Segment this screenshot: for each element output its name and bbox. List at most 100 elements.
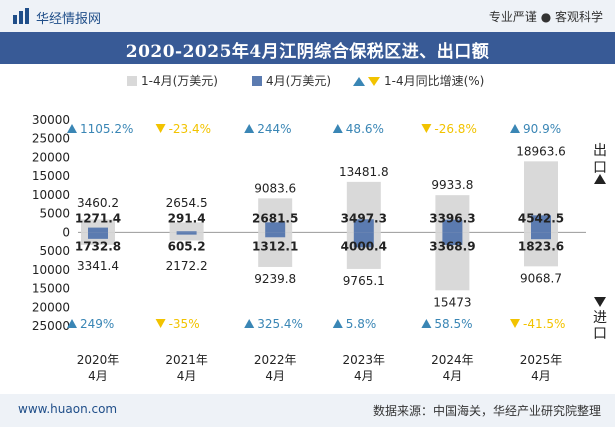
import-cumulative-label: 9068.7 (520, 271, 562, 285)
y-tick-label: 5000 (39, 244, 70, 258)
import-monthly-bar (88, 232, 108, 239)
y-tick-label: 10000 (32, 188, 70, 202)
import-monthly-bar (176, 232, 197, 235)
import-growth-label: 58.5% (434, 317, 472, 331)
x-category-label: 4月 (88, 369, 108, 383)
export-growth-label: 244% (257, 122, 291, 136)
export-monthly-label: 3396.3 (429, 211, 475, 225)
x-category-label: 2025年 (520, 353, 563, 367)
y-tick-label: 15000 (32, 169, 70, 183)
legend-growth-label: 1-4月同比增速(%) (384, 74, 484, 88)
export-side-label-char: 出 (593, 143, 607, 159)
import-growth-label: 249% (80, 317, 114, 331)
import-monthly-bar (442, 232, 463, 245)
export-cumulative-label: 9933.8 (431, 178, 473, 192)
export-growth-up-triangle (244, 124, 255, 133)
y-tick-label: 25000 (32, 319, 70, 333)
export-monthly-label: 291.4 (168, 211, 206, 225)
export-monthly-label: 1271.4 (75, 211, 121, 225)
import-growth-label: -41.5% (523, 317, 565, 331)
export-monthly-bar (442, 219, 463, 233)
export-cumulative-label: 3460.2 (77, 196, 119, 210)
x-category-label: 2024年 (431, 353, 474, 367)
chart-title: 2020-2025年4月江阴综合保税区进、出口额 (125, 42, 490, 62)
import-growth-label: -35% (169, 317, 200, 331)
import-growth-up-triangle (67, 319, 77, 328)
x-category-label: 4月 (531, 369, 551, 383)
import-monthly-label: 1312.1 (252, 239, 298, 253)
import-growth-label: 5.8% (346, 317, 377, 331)
import-monthly-bar (265, 232, 286, 238)
export-monthly-label: 2681.5 (252, 211, 298, 225)
website-link[interactable]: www.huaon.com (18, 402, 118, 416)
y-tick-label: 15000 (32, 282, 70, 296)
export-growth-label: -23.4% (169, 122, 211, 136)
data-source: 数据来源：中国海关，华经产业研究院整理 (372, 404, 601, 418)
export-monthly-bar (531, 215, 551, 233)
y-tick-label: 10000 (32, 263, 70, 277)
import-monthly-label: 1823.6 (518, 239, 564, 253)
export-monthly-bar (88, 227, 108, 233)
import-cumulative-bar (258, 232, 293, 267)
import-growth-down-triangle (155, 319, 166, 328)
x-category-label: 2021年 (165, 353, 208, 367)
import-side-label-char: 口 (593, 326, 607, 342)
x-category-label: 4月 (177, 369, 197, 383)
y-tick-label: 0 (62, 225, 70, 239)
x-category-label: 4月 (443, 369, 463, 383)
export-monthly-bar (353, 219, 374, 233)
export-growth-label: 48.6% (346, 122, 384, 136)
export-monthly-bar (176, 231, 197, 233)
x-category-label: 4月 (265, 369, 285, 383)
import-monthly-label: 605.2 (168, 239, 206, 253)
export-growth-up-triangle (332, 124, 343, 133)
legend-down-triangle (368, 77, 380, 86)
y-tick-label: 20000 (32, 300, 70, 314)
import-monthly-label: 1732.8 (75, 239, 121, 253)
x-category-label: 2020年 (77, 353, 120, 367)
import-cumulative-label: 2172.2 (166, 259, 208, 273)
import-cumulative-label: 9765.1 (343, 274, 385, 288)
export-growth-label: -26.8% (434, 122, 476, 136)
import-cumulative-bar (169, 232, 204, 241)
legend-monthly-label: 4月(万美元) (266, 74, 331, 88)
import-cumulative-label: 9239.8 (254, 272, 296, 286)
huajing-logo-icon (13, 8, 29, 24)
import-growth-up-triangle (421, 319, 432, 328)
export-cumulative-label: 2654.5 (166, 196, 208, 210)
import-growth-label: 325.4% (257, 317, 303, 331)
import-growth-up-triangle (332, 319, 343, 328)
legend-up-triangle (353, 77, 365, 86)
import-growth-down-triangle (510, 319, 520, 328)
title-bar (0, 32, 615, 64)
y-tick-label: 20000 (32, 150, 70, 164)
import-monthly-label: 4000.4 (341, 239, 387, 253)
export-cumulative-label: 13481.8 (339, 165, 389, 179)
legend-monthly-swatch (252, 76, 262, 86)
export-growth-up-triangle (67, 124, 77, 133)
bar-chart: 1-4月(万美元) 4月(万美元) 1-4月同比增速(%) 30000 25000 200… (32, 74, 607, 383)
footer-bar (0, 394, 615, 427)
export-side-label-char: 口 (593, 160, 607, 176)
legend-cumulative-swatch (127, 76, 137, 86)
x-category-label: 2023年 (343, 353, 386, 367)
top-bar (0, 0, 615, 32)
import-monthly-bar (531, 232, 551, 240)
export-up-arrow-icon (594, 174, 606, 184)
import-cumulative-label: 3341.4 (77, 259, 119, 273)
import-cumulative-label: 15473 (433, 295, 471, 309)
x-category-label: 4月 (354, 369, 374, 383)
x-category-label: 2022年 (254, 353, 297, 367)
tagline: 专业严谨 ● 客观科学 (488, 10, 603, 24)
import-side-label-char: 进 (593, 310, 607, 326)
import-monthly-label: 3368.9 (429, 239, 475, 253)
export-monthly-bar (265, 222, 286, 233)
export-cumulative-label: 18963.6 (516, 144, 566, 158)
export-growth-up-triangle (510, 124, 520, 133)
export-monthly-label: 4542.5 (518, 211, 564, 225)
import-down-arrow-icon (594, 297, 606, 307)
legend-cumulative-label: 1-4月(万美元) (141, 74, 218, 88)
export-growth-down-triangle (421, 124, 432, 133)
export-cumulative-label: 9083.6 (254, 181, 296, 195)
y-tick-label: 25000 (32, 132, 70, 146)
